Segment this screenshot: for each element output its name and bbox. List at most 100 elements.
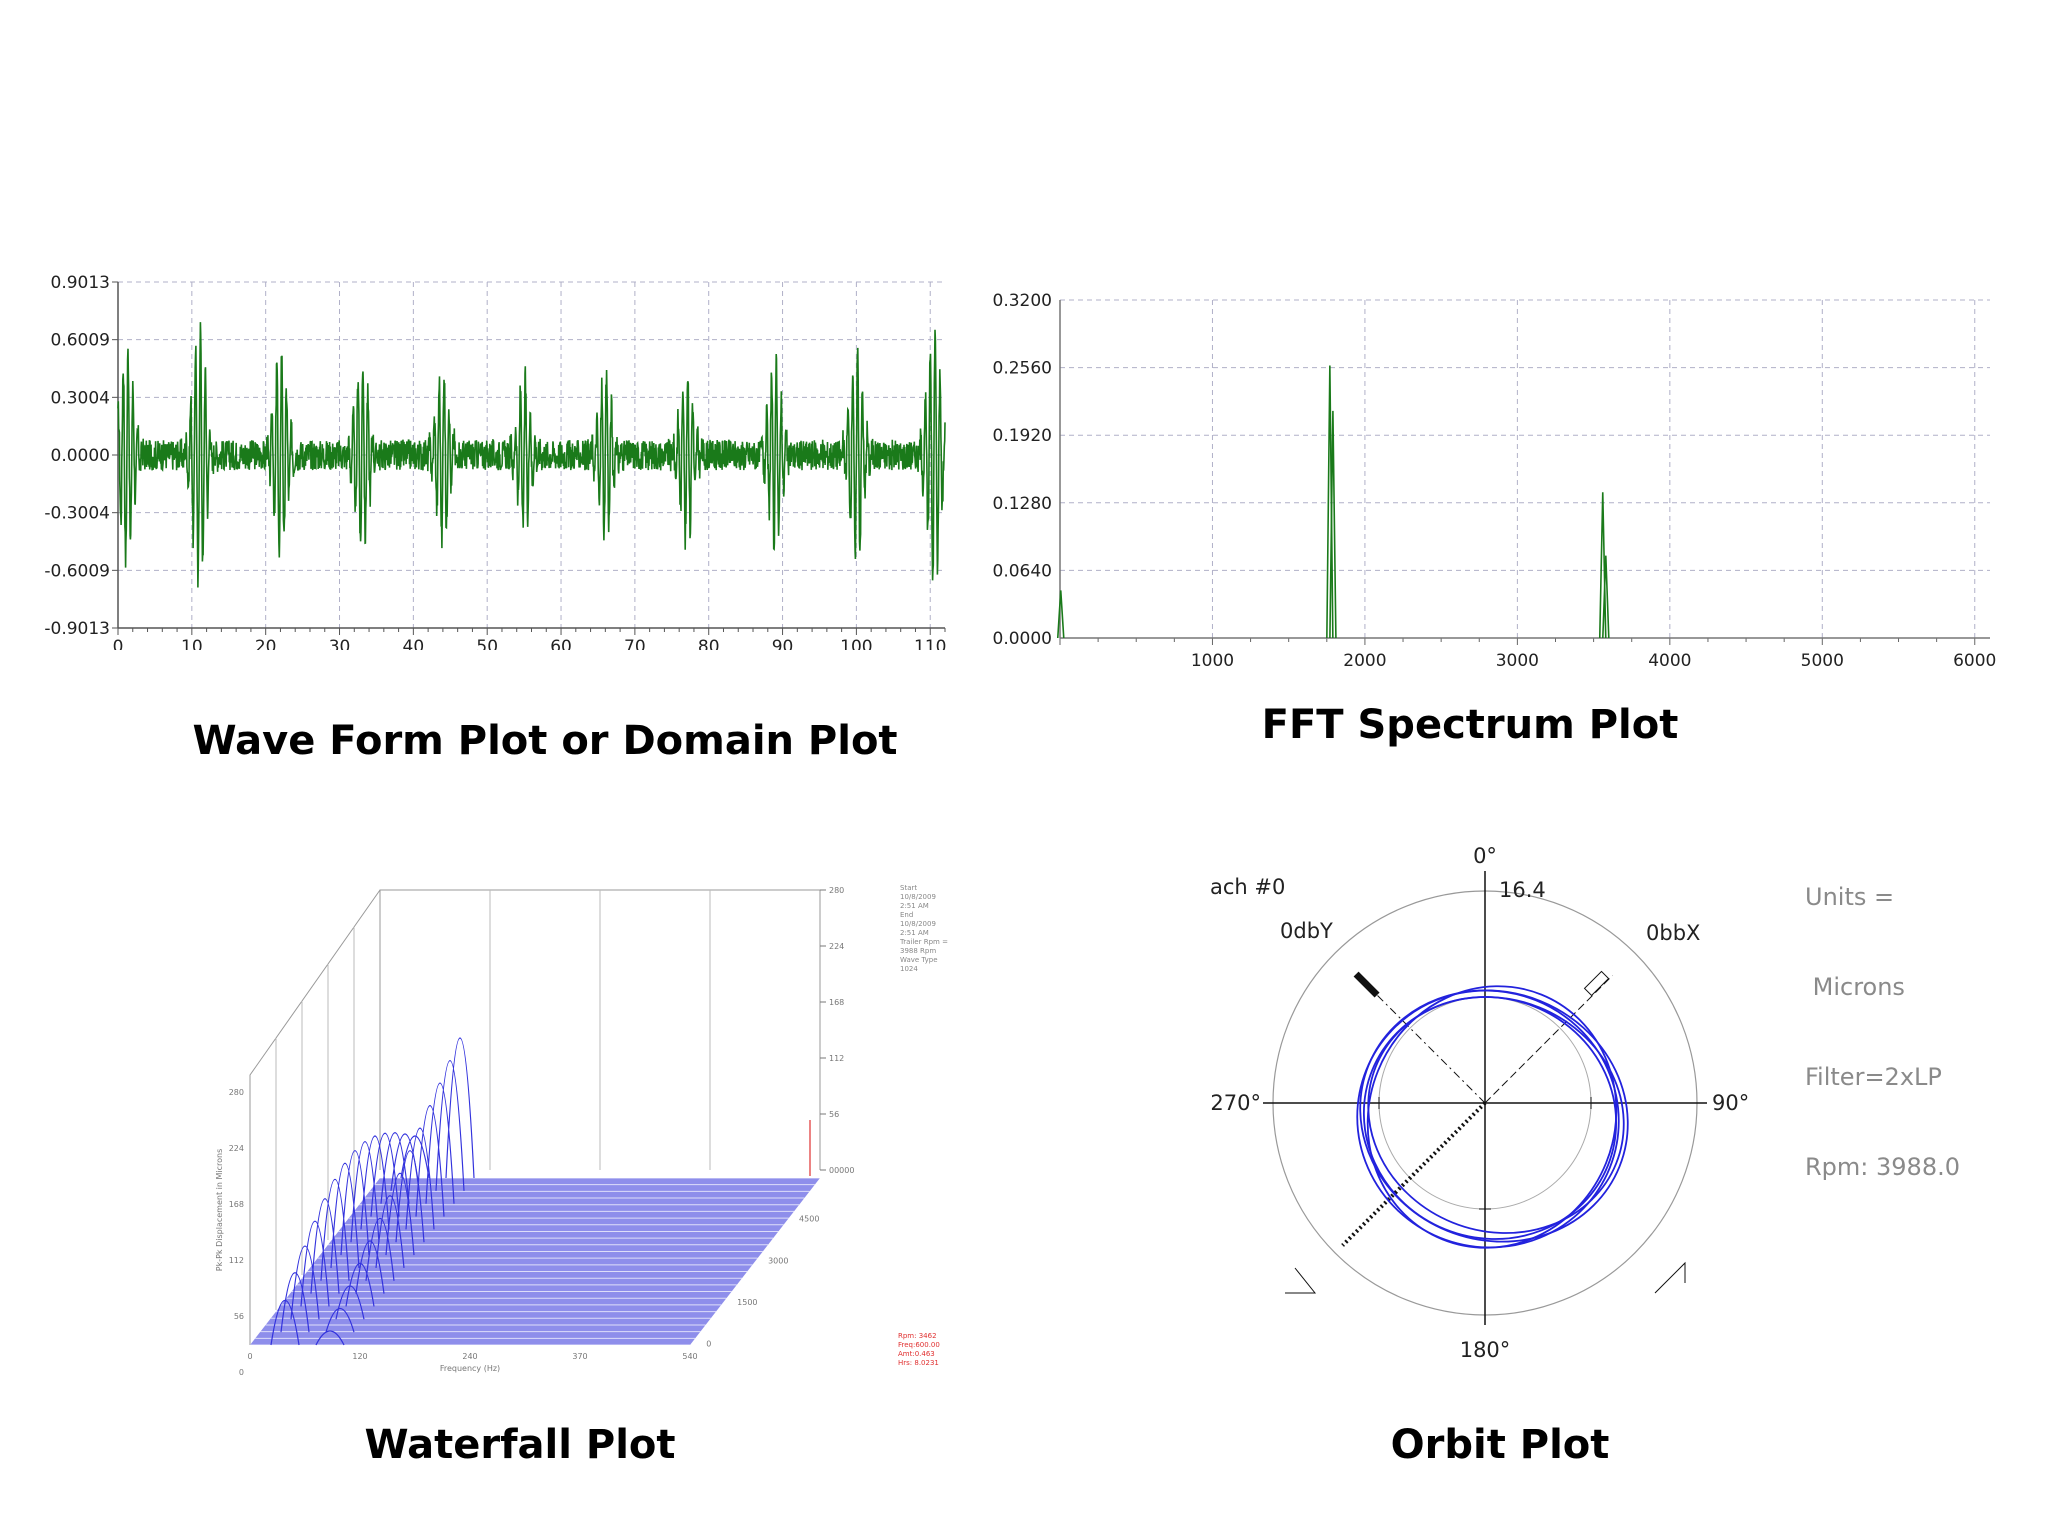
fft-xtick-label: 1000 [1191,651,1234,671]
fft-xtick-label: 5000 [1801,651,1844,671]
orbit-caption: Orbit Plot [1390,1422,1610,1468]
fft-ytick-label: 0.1280 [993,494,1052,514]
fft-ytick-label: 0.2560 [993,359,1052,379]
orbit-path [1367,996,1625,1234]
fft-caption: FFT Spectrum Plot [1261,702,1679,748]
waveform-caption: Wave Form Plot or Domain Plot [192,718,898,764]
orbit-channel-label: ach #0 [1210,875,1285,899]
wf-bottom-tick-label: 0 [247,1352,252,1361]
wave-xtick-label: 50 [476,637,498,650]
wf-floor-band [250,1178,820,1345]
wf-peak-ridge [315,1037,475,1346]
wave-ytick-label: 0.3004 [51,388,110,408]
orbit-path [1366,985,1618,1249]
wave-ytick-label: -0.9013 [44,619,110,639]
orbit-probe-y-line [1357,975,1486,1104]
wave-xtick-label: 10 [181,637,203,650]
orbit-path [1362,996,1618,1240]
orbit-angle-270: 270° [1210,1091,1261,1115]
wf-left-tick-label: 168 [229,1200,244,1209]
orbit-probe-x-label: 0bbX [1646,921,1700,945]
wave-xtick-label: 20 [255,637,277,650]
wave-ytick-label: 0.6009 [51,331,110,351]
fft-xtick-label: 2000 [1343,651,1386,671]
wave-ytick-label: 0.0000 [51,446,110,466]
orbit-rotation-arrow [1654,1261,1686,1294]
waterfall-note-bottom: Rpm: 3462 Freq:600.00 Amt:0.463 Hrs: 8.0… [898,1332,940,1367]
wf-bottom-tick-label: 120 [352,1352,367,1361]
fft-ytick-label: 0.0640 [993,561,1052,581]
fft-peak [1329,410,1337,639]
orbit-chart: 0° 90° 180° 270° 16.4 ach #0 0dbY 0bbX [1190,820,1810,1390]
wf-right-tick-label: 280 [829,886,844,895]
wave-xtick-label: 70 [624,637,646,650]
wave-xtick-label: 0 [113,637,124,650]
wf-right-tick-label: 00000 [829,1166,854,1175]
wave-xtick-label: 60 [550,637,572,650]
fft-svg: 0.3200 0.2560 0.1920 0.1280 0.0640 0.0000 1000… [993,291,1997,671]
fft-chart: 0.3200 0.2560 0.1920 0.1280 0.0640 0.0000 1000… [985,280,2005,680]
wave-xtick-label: 80 [698,637,720,650]
wf-depth-tick-label: 0 [706,1340,711,1349]
wf-bottom-tick-label: 370 [572,1352,587,1361]
wf-ylabel: Pk-Pk Displacement in Microns [215,1149,224,1272]
wf-left-tick-label: 56 [234,1312,244,1321]
wave-xtick-label: 40 [403,637,425,650]
fft-xtick-label: 4000 [1648,651,1691,671]
orbit-phase-line [1341,1101,1487,1247]
wf-xlabel: Frequency (Hz) [440,1364,500,1373]
wf-left-tick-label: 0 [239,1368,244,1377]
wf-right-tick-label: 112 [829,1054,844,1063]
orbit-scale-label: 16.4 [1499,878,1546,902]
wf-depth-tick-label: 3000 [768,1256,788,1265]
fft-peak [1602,555,1610,639]
orbit-angle-90: 90° [1712,1091,1749,1115]
wave-xtick-label: 110 [914,637,946,650]
units-line-4: Rpm: 3988.0 [1805,1153,1960,1181]
orbit-probe-x-line [1484,975,1613,1104]
waterfall-caption: Waterfall Plot [364,1422,676,1468]
units-line-3: Filter=2xLP [1805,1063,1942,1091]
wf-right-tick-label: 168 [829,998,844,1007]
wf-peak-ridge [270,1132,430,1346]
wf-left-tick-label: 224 [229,1144,244,1153]
units-line-2: Microns [1805,973,1905,1001]
wave-xtick-label: 100 [840,637,872,650]
orbit-path [1359,989,1629,1243]
orbit-units-text: Units = Microns Filter=2xLP Rpm: 3988.0 [1805,822,1960,1242]
waveform-chart: 0.9013 0.6009 0.3004 0.0000 -0.3004 -0.6009 -0… [30,270,960,650]
wf-bottom-tick-label: 240 [462,1352,477,1361]
fft-peak [1056,590,1065,639]
wave-xtick-label: 90 [772,637,794,650]
waterfall-chart: 280 224 168 112 56 00000 280 224 168 112 56 0 0 120 24… [210,870,970,1390]
fft-ytick-label: 0.0000 [993,629,1052,649]
wave-signal-line [117,322,946,588]
wave-xtick-label: 30 [329,637,351,650]
orbit-svg: 0° 90° 180° 270° 16.4 ach #0 0dbY 0bbX [1210,844,1749,1362]
wave-ytick-label: -0.3004 [44,504,110,524]
wave-ytick-label: -0.6009 [44,561,110,581]
fft-xtick-label: 3000 [1496,651,1539,671]
fft-xtick-label: 6000 [1953,651,1996,671]
orbit-angle-180: 180° [1460,1338,1511,1362]
wf-right-tick-label: 56 [829,1110,839,1119]
fft-ytick-label: 0.1920 [993,426,1052,446]
orbit-probe-x-marker [1583,970,1610,997]
wf-bottom-tick-label: 540 [682,1352,697,1361]
orbit-probe-y-marker [1353,971,1380,998]
fft-ytick-label: 0.3200 [993,291,1052,311]
wf-right-tick-label: 224 [829,942,844,951]
wf-left-tick-label: 280 [229,1088,244,1097]
orbit-probe-y-label: 0dbY [1280,919,1333,943]
wf-depth-tick-label: 4500 [799,1215,819,1224]
wf-left-tick-label: 112 [229,1256,244,1265]
waveform-svg: 0.9013 0.6009 0.3004 0.0000 -0.3004 -0.6009 -0… [44,273,946,650]
units-line-1: Units = [1805,883,1895,911]
wf-depth-tick-label: 1500 [737,1298,757,1307]
wave-ytick-label: 0.9013 [51,273,110,293]
orbit-angle-0: 0° [1473,844,1497,868]
wf-side-wall [249,889,381,1345]
orbit-rotation-arrow [1285,1267,1317,1294]
